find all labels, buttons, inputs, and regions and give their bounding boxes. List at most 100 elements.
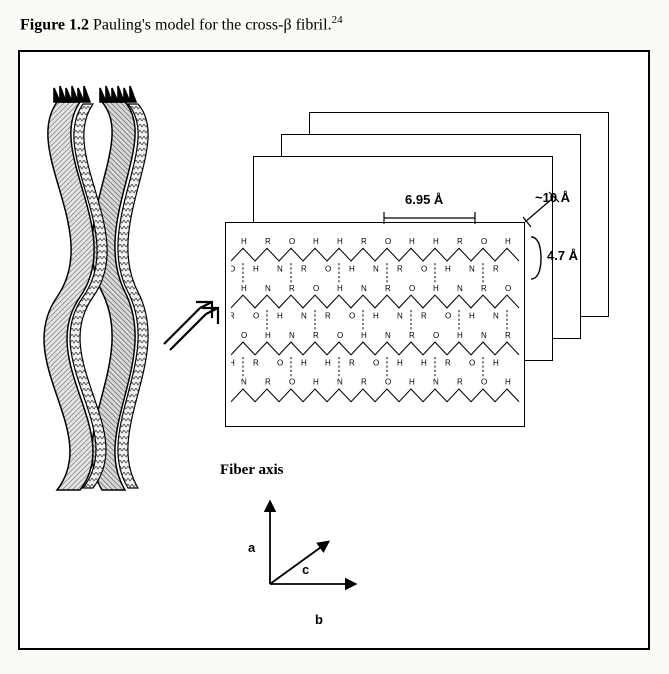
arrow-icon	[160, 292, 226, 358]
svg-text:H: H	[349, 264, 355, 273]
svg-text:O: O	[385, 237, 392, 246]
svg-text:O: O	[277, 358, 284, 367]
svg-text:R: R	[313, 331, 319, 340]
svg-text:N: N	[433, 378, 439, 387]
svg-text:H: H	[231, 358, 235, 367]
svg-text:R: R	[349, 358, 355, 367]
axis-c: c	[302, 562, 309, 577]
svg-text:H: H	[253, 264, 259, 273]
svg-text:H: H	[505, 237, 511, 246]
svg-text:N: N	[469, 264, 475, 273]
svg-text:R: R	[421, 311, 427, 320]
svg-text:R: R	[385, 284, 391, 293]
svg-text:R: R	[325, 311, 331, 320]
svg-text:H: H	[241, 237, 247, 246]
svg-text:R: R	[253, 358, 259, 367]
svg-text:N: N	[265, 284, 271, 293]
svg-text:H: H	[337, 237, 343, 246]
svg-text:O: O	[445, 311, 452, 320]
svg-text:R: R	[493, 264, 499, 273]
svg-text:O: O	[481, 378, 488, 387]
svg-text:R: R	[231, 311, 235, 320]
svg-text:N: N	[289, 331, 295, 340]
svg-text:H: H	[325, 358, 331, 367]
svg-text:R: R	[409, 331, 415, 340]
figure-caption: Figure 1.2 Pauling's model for the cross…	[20, 14, 343, 34]
svg-text:H: H	[313, 237, 319, 246]
svg-text:H: H	[361, 331, 367, 340]
svg-text:O: O	[337, 331, 344, 340]
svg-text:H: H	[265, 331, 271, 340]
svg-text:H: H	[433, 237, 439, 246]
svg-text:O: O	[409, 284, 416, 293]
svg-text:N: N	[373, 264, 379, 273]
svg-text:R: R	[457, 237, 463, 246]
svg-text:H: H	[277, 311, 283, 320]
svg-text:H: H	[421, 358, 427, 367]
svg-text:H: H	[241, 284, 247, 293]
svg-text:N: N	[385, 331, 391, 340]
svg-text:O: O	[385, 378, 392, 387]
depth-label: ~10 Å	[535, 190, 570, 205]
svg-text:H: H	[445, 264, 451, 273]
svg-text:O: O	[505, 284, 512, 293]
svg-text:R: R	[289, 284, 295, 293]
stacked-sheets: H R O H H R O H H R O H O H N R O H N R O H N R H N R O H N R O H N R O	[225, 90, 645, 460]
svg-text:H: H	[301, 358, 307, 367]
svg-text:H: H	[457, 331, 463, 340]
svg-text:O: O	[373, 358, 380, 367]
svg-text:O: O	[289, 378, 296, 387]
figure-caption-text: Pauling's model for the cross-β fibril.	[93, 16, 332, 33]
svg-text:O: O	[433, 331, 440, 340]
svg-text:O: O	[349, 311, 356, 320]
svg-text:H: H	[409, 378, 415, 387]
axes-svg	[220, 484, 370, 624]
svg-text:H: H	[493, 358, 499, 367]
height-label: 4.7 Å	[547, 248, 578, 263]
svg-text:O: O	[469, 358, 476, 367]
svg-text:H: H	[433, 284, 439, 293]
svg-text:H: H	[397, 358, 403, 367]
svg-text:R: R	[361, 237, 367, 246]
svg-text:O: O	[289, 237, 296, 246]
svg-text:H: H	[313, 378, 319, 387]
axis-title: Fiber axis	[220, 462, 390, 479]
svg-text:O: O	[241, 331, 248, 340]
svg-text:N: N	[481, 331, 487, 340]
axis-block: Fiber axis a b c	[220, 462, 390, 632]
svg-text:R: R	[481, 284, 487, 293]
svg-text:R: R	[265, 237, 271, 246]
svg-text:H: H	[505, 378, 511, 387]
svg-text:N: N	[241, 378, 247, 387]
svg-text:R: R	[445, 358, 451, 367]
sheet-1-front: H R O H H R O H H R O H O H N R O H N R O H N R H N R O H N R O H N R O	[225, 222, 525, 427]
figure-frame: H R O H H R O H H R O H O H N R O H N R O H N R H N R O H N R O H N R O	[18, 50, 650, 650]
svg-text:O: O	[325, 264, 332, 273]
svg-text:R: R	[397, 264, 403, 273]
svg-text:O: O	[231, 264, 236, 273]
figure-label: Figure 1.2	[20, 16, 89, 33]
svg-text:H: H	[337, 284, 343, 293]
svg-text:R: R	[505, 331, 511, 340]
svg-text:H: H	[469, 311, 475, 320]
width-bracket	[380, 198, 540, 226]
figure-caption-supref: 24	[332, 14, 343, 26]
peptide-lattice: H R O H H R O H H R O H O H N R O H N R O H N R H N R O H N R O H N R O	[231, 229, 521, 421]
svg-text:H: H	[409, 237, 415, 246]
svg-text:R: R	[457, 378, 463, 387]
transform-arrow	[160, 292, 220, 352]
svg-text:H: H	[373, 311, 379, 320]
svg-text:O: O	[253, 311, 260, 320]
svg-text:N: N	[493, 311, 499, 320]
svg-text:N: N	[301, 311, 307, 320]
svg-text:O: O	[481, 237, 488, 246]
width-label: 6.95 Å	[405, 192, 443, 207]
svg-text:R: R	[361, 378, 367, 387]
svg-text:N: N	[361, 284, 367, 293]
svg-text:N: N	[457, 284, 463, 293]
axis-a: a	[248, 540, 255, 555]
svg-text:N: N	[277, 264, 283, 273]
svg-text:N: N	[397, 311, 403, 320]
svg-text:O: O	[313, 284, 320, 293]
depth-bracket	[523, 180, 583, 230]
